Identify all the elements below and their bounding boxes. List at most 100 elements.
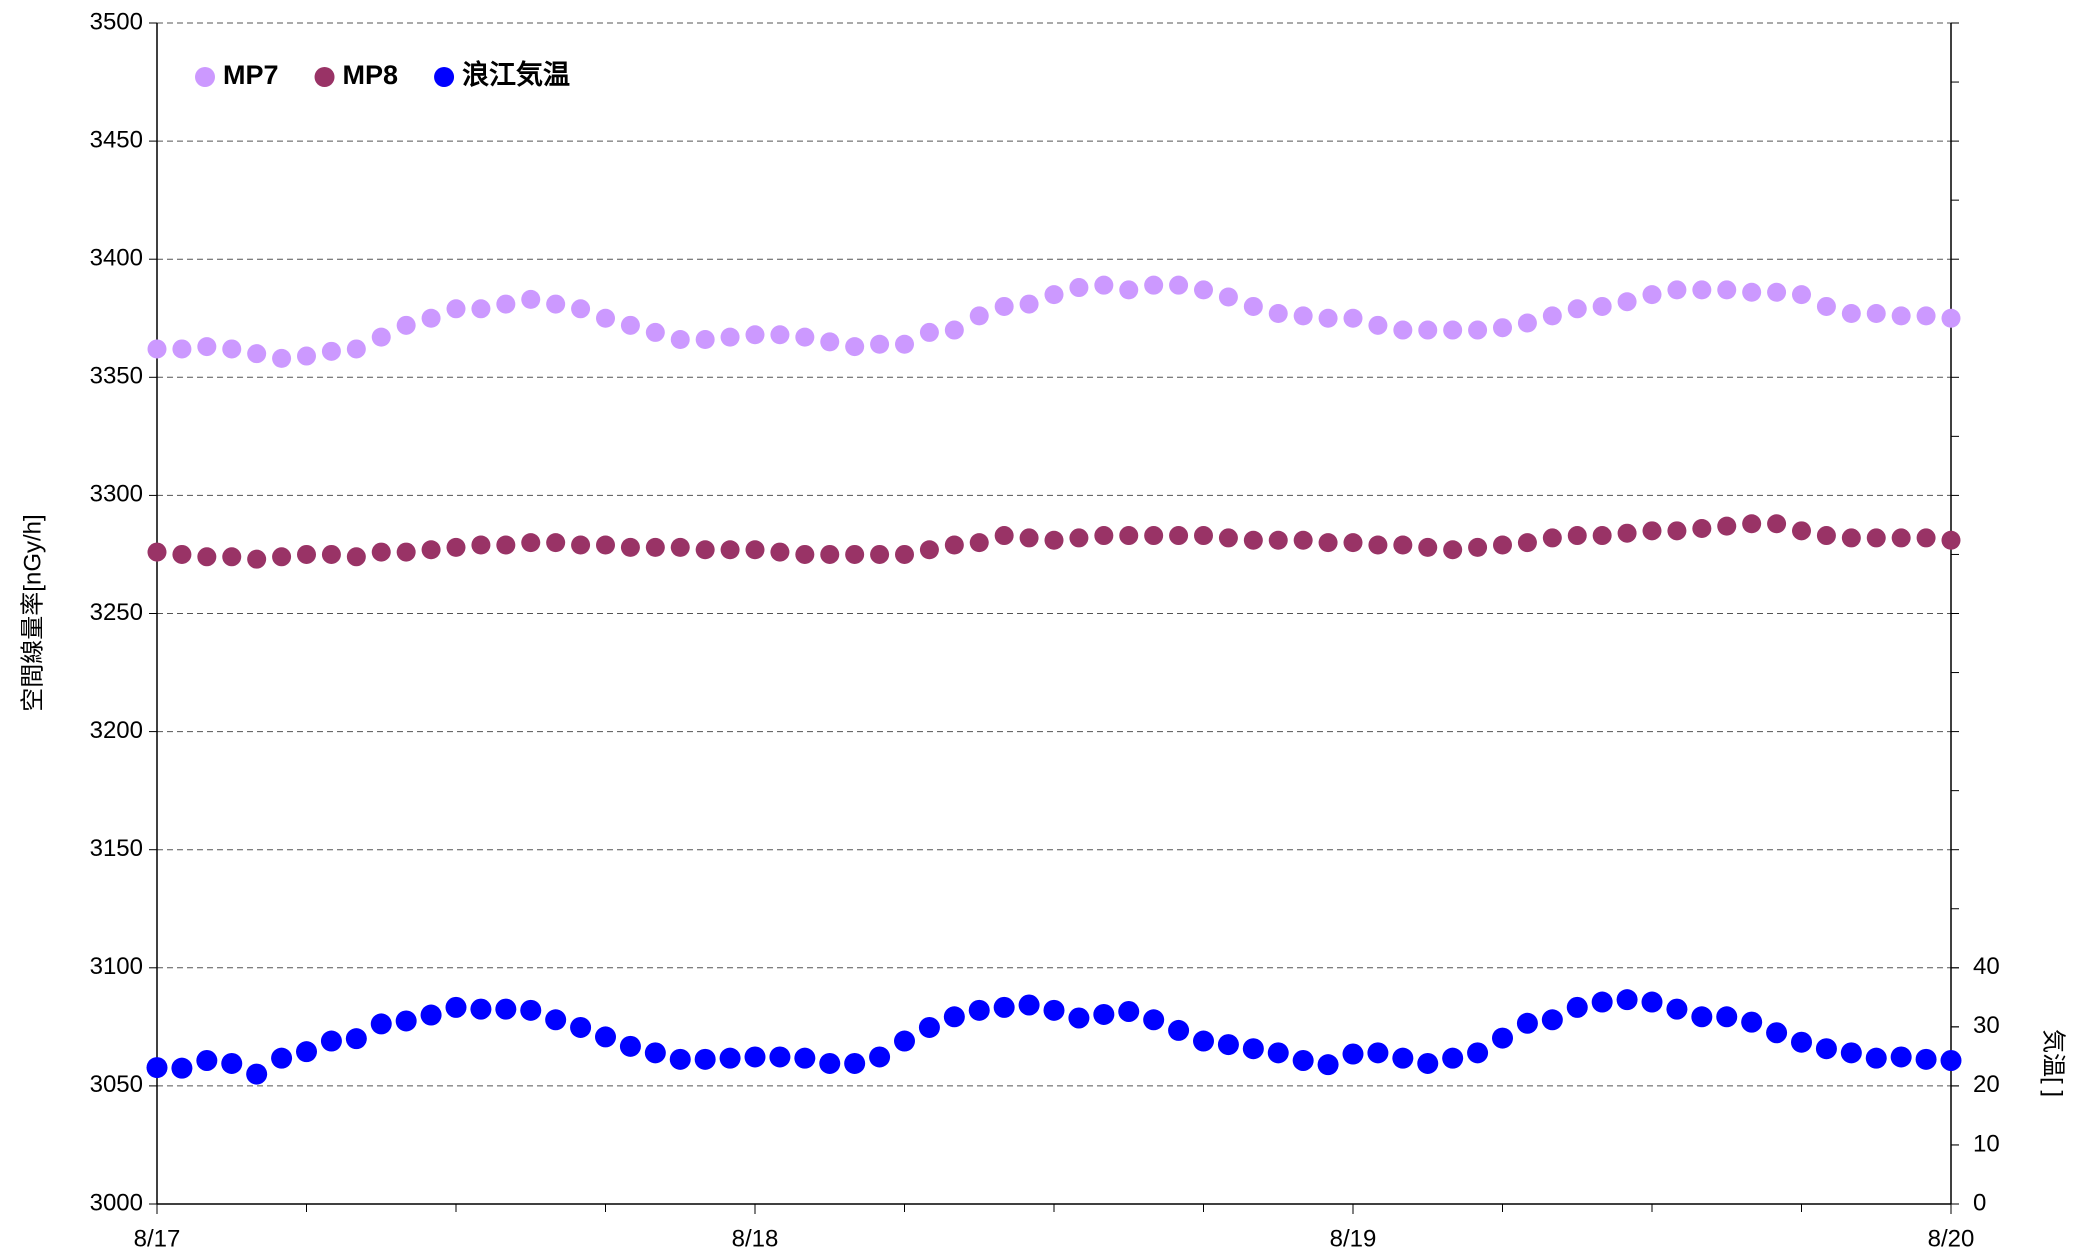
point: [272, 547, 292, 567]
point: [1591, 991, 1613, 1013]
point: [1792, 521, 1811, 541]
point: [1443, 540, 1463, 560]
point: [171, 1057, 193, 1079]
point: [1367, 1042, 1389, 1064]
point: [1168, 1019, 1190, 1041]
point: [1616, 989, 1638, 1011]
point: [895, 334, 914, 354]
point: [1342, 1043, 1364, 1065]
point: [745, 540, 765, 560]
point: [546, 294, 566, 314]
point: [1218, 287, 1238, 307]
point: [196, 1050, 218, 1072]
point: [1592, 296, 1612, 316]
y2-tick-label: 20: [1973, 1071, 2000, 1098]
y-tick-label: 3400: [90, 245, 143, 272]
point: [421, 308, 441, 328]
point: [1717, 280, 1737, 300]
point: [620, 537, 640, 557]
point: [644, 1042, 666, 1064]
point: [1018, 994, 1040, 1016]
point: [1243, 296, 1263, 316]
point: [1866, 304, 1886, 324]
point: [1766, 1022, 1788, 1044]
point: [571, 299, 591, 319]
point: [146, 1057, 168, 1079]
point: [794, 1047, 816, 1069]
point: [1542, 306, 1562, 326]
point: [395, 1010, 417, 1032]
point: [1317, 1054, 1339, 1076]
point: [172, 544, 192, 564]
point: [1044, 530, 1064, 550]
point: [745, 325, 765, 345]
point: [172, 339, 192, 359]
point: [1194, 526, 1213, 546]
point: [1169, 275, 1189, 295]
point: [1468, 320, 1488, 340]
point: [1816, 526, 1836, 546]
point: [421, 540, 441, 560]
point: [321, 544, 341, 564]
point: [1617, 292, 1637, 312]
point: [1268, 530, 1288, 550]
legend-label: MP7: [223, 60, 279, 90]
point: [222, 547, 242, 567]
x-tick-label: 8/19: [1330, 1225, 1377, 1252]
point: [695, 330, 715, 350]
point: [1517, 533, 1537, 553]
legend-label: MP8: [343, 60, 399, 90]
point: [1716, 1006, 1738, 1028]
point: [1865, 1047, 1887, 1069]
point: [1767, 514, 1787, 534]
point: [1493, 535, 1512, 555]
point: [1043, 999, 1065, 1021]
point: [271, 1047, 293, 1069]
y-tick-label: 3250: [90, 599, 143, 626]
point: [247, 549, 267, 569]
y-tick-label: 3300: [90, 481, 143, 508]
point: [1791, 1031, 1812, 1053]
point: [1094, 526, 1114, 546]
point: [1069, 528, 1089, 548]
point: [1493, 318, 1512, 338]
point: [1393, 535, 1413, 555]
point: [1118, 1000, 1140, 1022]
point: [695, 540, 715, 560]
y-tick-label: 3450: [90, 126, 143, 153]
point: [521, 533, 541, 553]
point: [1742, 514, 1762, 534]
point: [994, 296, 1014, 316]
y-axis-title: 空間線量率[nGy/h]: [19, 514, 46, 711]
point: [470, 998, 492, 1020]
point: [197, 547, 217, 567]
point: [1243, 530, 1263, 550]
point: [1891, 528, 1911, 548]
point: [1792, 285, 1811, 305]
point: [820, 332, 840, 352]
point: [1343, 533, 1363, 553]
point: [1916, 306, 1936, 326]
point: [645, 322, 665, 342]
point: [1417, 1052, 1439, 1074]
point: [619, 1035, 641, 1057]
point: [345, 1028, 367, 1050]
point: [1418, 537, 1438, 557]
point: [496, 294, 516, 314]
point: [471, 299, 491, 319]
point: [545, 1009, 567, 1031]
point: [870, 334, 890, 354]
y-tick-label: 3350: [90, 363, 143, 390]
point: [546, 533, 566, 553]
y2-tick-label: 0: [1973, 1189, 1986, 1216]
point: [720, 327, 740, 347]
point: [1019, 294, 1039, 314]
point: [1093, 1003, 1115, 1025]
point: [1119, 526, 1139, 546]
point: [247, 344, 267, 364]
point: [1069, 278, 1089, 298]
x-tick-label: 8/18: [732, 1225, 779, 1252]
point: [496, 535, 516, 555]
point: [1144, 526, 1164, 546]
point: [994, 526, 1014, 546]
